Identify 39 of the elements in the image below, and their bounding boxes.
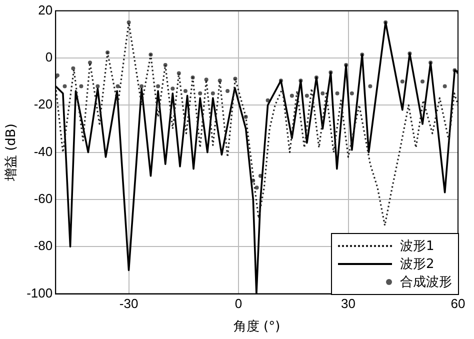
point — [335, 91, 340, 96]
y-tick-label: -40 — [34, 144, 53, 159]
point — [140, 84, 144, 88]
line-series — [56, 22, 458, 226]
point — [170, 86, 175, 91]
point — [210, 91, 215, 96]
point — [71, 66, 76, 70]
point — [304, 94, 309, 98]
point — [400, 80, 404, 84]
point — [156, 84, 160, 88]
y-tick-label: 0 — [45, 50, 53, 65]
y-tick-label: 20 — [38, 2, 53, 18]
x-tick-label: 0 — [234, 296, 242, 312]
point — [198, 91, 202, 96]
point — [350, 91, 354, 96]
y-tick-label: -60 — [34, 191, 53, 206]
x-axis-title: 角度 (°) — [233, 318, 280, 335]
x-tick-label: 60 — [450, 296, 466, 312]
y-axis-title: 增益 (dB) — [4, 124, 20, 182]
point — [420, 80, 425, 84]
point — [290, 94, 294, 98]
legend-label: 波形1 — [400, 238, 434, 255]
point — [254, 186, 259, 190]
point — [226, 88, 230, 93]
point — [62, 84, 67, 88]
point — [442, 84, 447, 88]
point — [320, 91, 325, 96]
legend-label: 波形2 — [400, 256, 434, 273]
point — [116, 84, 120, 88]
legend-label: 合成波形 — [400, 274, 452, 291]
point — [79, 84, 84, 88]
y-tick-label: -100 — [26, 285, 53, 300]
x-tick-label: 30 — [341, 296, 356, 312]
x-tick-label: -30 — [119, 296, 138, 312]
y-tick-label: -80 — [34, 238, 53, 254]
point — [368, 84, 372, 88]
point — [183, 88, 188, 93]
point — [96, 84, 100, 88]
y-tick-label: -20 — [34, 96, 53, 112]
